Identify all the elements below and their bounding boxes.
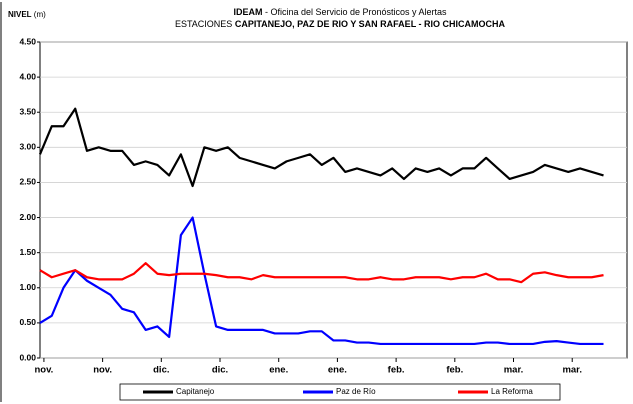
y-tick-label: 4.00 [19,71,36,81]
y-tick-label: 2.00 [19,212,36,222]
chart-subtitle: ESTACIONES CAPITANEJO, PAZ DE RIO Y SAN … [175,19,506,29]
legend-label: Capitanejo [176,387,215,396]
x-tick-label: dic. [212,365,228,376]
y-tick-label: 0.50 [19,317,36,327]
legend-label: La Reforma [491,387,533,396]
title-bold: IDEAM [233,7,262,17]
x-tick-label: mar. [504,365,524,376]
y-tick-label: 1.50 [19,247,36,257]
y-tick-label: 1.00 [19,282,36,292]
title-rest: - Oficina del Servicio de Pronósticos y … [262,7,447,17]
series-line [39,216,604,346]
y-label-unit: (m) [32,10,47,19]
x-tick-label: dic. [153,365,169,376]
x-tick-label: mar. [562,365,582,376]
x-tick-label: ene. [269,365,288,376]
series-line [38,107,604,188]
x-tick-label: ene. [328,365,347,376]
y-axis-label: NIVEL (m) [8,10,46,19]
y-tick-label: 3.50 [19,106,36,116]
y-tick-label: 2.50 [19,177,36,187]
subtitle-plain: ESTACIONES [175,19,235,29]
subtitle-bold: CAPITANEJO, PAZ DE RIO Y SAN RAFAEL - RI… [235,19,506,29]
y-label-bold: NIVEL [8,10,32,19]
legend-box [119,383,561,401]
chart-title: IDEAM - Oficina del Servicio de Pronósti… [233,7,447,17]
legend-label: Paz de Río [336,387,376,396]
x-tick-label: nov. [93,365,112,376]
y-tick-label: 0.00 [19,352,36,362]
x-tick-label: nov. [34,365,53,376]
x-tick-label: feb. [388,365,405,376]
y-tick-label: 3.00 [19,142,36,152]
series-line [39,262,604,284]
y-tick-label: 4.50 [19,36,36,46]
x-tick-label: feb. [446,365,463,376]
